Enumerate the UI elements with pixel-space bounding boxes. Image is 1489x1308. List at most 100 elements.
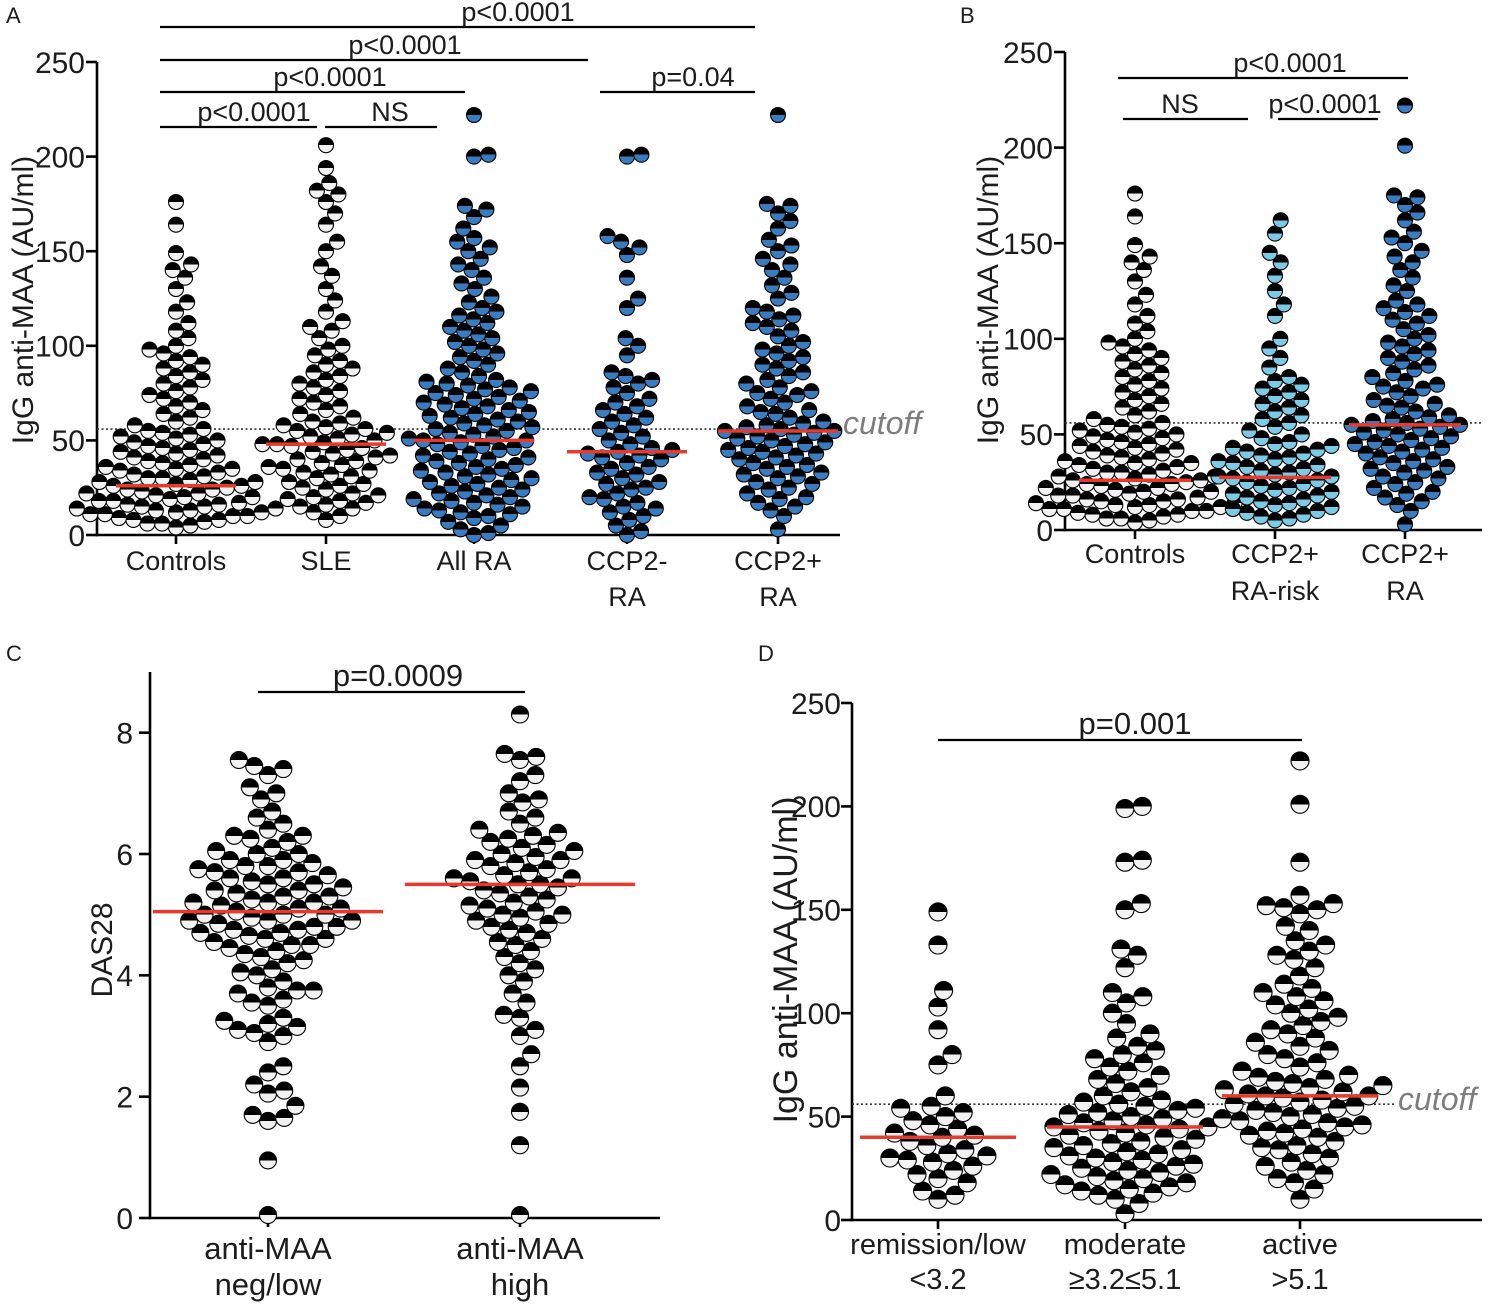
data-point [1307, 1053, 1327, 1073]
data-point [499, 784, 518, 803]
data-point [1385, 277, 1402, 294]
x-category-label: SLE [300, 546, 351, 576]
data-point [331, 477, 349, 494]
data-point [415, 394, 432, 411]
data-point [467, 458, 485, 475]
data-point [1394, 443, 1411, 460]
data-point [194, 356, 211, 373]
data-point [442, 318, 459, 335]
data-point [1073, 1136, 1093, 1156]
data-point [771, 491, 788, 508]
data-point [744, 299, 761, 317]
data-point [1309, 456, 1326, 474]
dot-group [68, 193, 284, 536]
data-point [348, 453, 365, 470]
data-point [1295, 491, 1312, 508]
y-axis-label: DAS28 [86, 902, 119, 997]
data-point [1117, 1142, 1137, 1162]
data-point [762, 502, 779, 519]
data-point [318, 866, 337, 885]
data-point [167, 193, 185, 211]
data-point [945, 1185, 965, 1205]
data-point [167, 475, 185, 492]
data-point [928, 997, 948, 1017]
data-point [1398, 485, 1415, 502]
y-tick-label: 0 [1036, 515, 1053, 548]
data-point [1293, 426, 1310, 443]
data-point [787, 447, 805, 464]
data-point [247, 844, 266, 864]
data-point [293, 826, 312, 845]
data-point [551, 851, 570, 870]
data-point [110, 509, 127, 527]
data-point [267, 942, 286, 961]
data-point [537, 890, 556, 909]
data-point [263, 802, 282, 821]
data-point [625, 417, 642, 434]
data-point [274, 887, 293, 906]
data-point [1141, 248, 1158, 265]
data-point [595, 491, 612, 508]
data-point [524, 419, 541, 436]
data-point [460, 896, 479, 915]
data-point [295, 464, 312, 481]
data-point [1409, 296, 1426, 313]
data-point [1183, 455, 1200, 472]
data-point [769, 470, 786, 487]
data-point [1302, 1104, 1322, 1125]
data-point [1305, 958, 1325, 978]
data-point [313, 455, 330, 472]
data-point [1183, 1154, 1203, 1174]
data-point [344, 485, 361, 502]
data-point [1396, 137, 1414, 154]
data-point [231, 963, 250, 982]
data-point [167, 303, 185, 320]
data-point [1429, 376, 1446, 393]
data-point [1154, 445, 1171, 462]
data-point [781, 409, 798, 426]
data-point [1101, 1133, 1121, 1154]
data-point [247, 808, 266, 827]
data-point [195, 451, 212, 468]
data-point [1254, 380, 1271, 397]
data-point [245, 1075, 264, 1094]
data-point [421, 407, 438, 424]
data-point [526, 808, 545, 827]
data-point [180, 315, 197, 332]
data-point [1239, 1125, 1259, 1145]
data-point [748, 473, 765, 491]
data-point [1109, 1094, 1129, 1114]
data-point [421, 473, 439, 491]
data-point [510, 1136, 530, 1155]
data-point [510, 814, 530, 833]
data-point [494, 1005, 513, 1024]
data-point [481, 832, 500, 851]
data-point [1212, 1109, 1232, 1129]
data-point [1425, 451, 1442, 468]
data-point [523, 470, 540, 487]
data-point [1141, 512, 1158, 529]
data-point [1261, 359, 1278, 376]
data-point [306, 347, 323, 364]
data-point [405, 491, 422, 508]
data-point [1086, 1148, 1106, 1168]
data-point [749, 385, 766, 402]
data-point [289, 899, 308, 918]
data-point [466, 280, 483, 298]
data-point [312, 258, 330, 275]
data-point [267, 784, 286, 803]
data-point [1064, 472, 1081, 489]
data-point [1137, 286, 1155, 303]
data-point [758, 417, 775, 434]
data-point [147, 487, 164, 504]
data-point [1396, 516, 1414, 533]
data-point [1267, 945, 1287, 965]
data-point [499, 802, 518, 821]
data-point [490, 479, 507, 496]
data-point [1265, 995, 1285, 1015]
data-point [1115, 852, 1135, 872]
data-point [289, 844, 308, 864]
data-point [453, 275, 470, 292]
data-point [769, 328, 786, 345]
data-point [469, 475, 486, 492]
